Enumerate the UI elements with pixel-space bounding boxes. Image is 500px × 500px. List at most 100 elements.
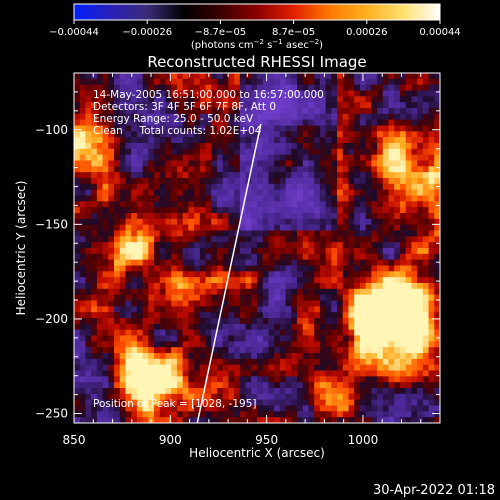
heatmap-cell xyxy=(422,364,430,372)
heatmap-cell xyxy=(262,370,270,377)
heatmap-cell xyxy=(377,73,384,80)
heatmap-cell xyxy=(377,399,384,407)
heatmap-cell xyxy=(228,393,235,401)
heatmap-cell xyxy=(411,382,418,389)
heatmap-cell xyxy=(96,137,104,144)
heatmap-cell xyxy=(79,230,87,237)
heatmap-cell xyxy=(245,259,252,267)
heatmap-cell xyxy=(251,189,258,197)
heatmap-cell xyxy=(399,178,407,185)
heatmap-cell xyxy=(102,178,109,185)
heatmap-cell xyxy=(148,288,155,296)
heatmap-cell xyxy=(285,358,292,366)
heatmap-cell xyxy=(96,178,104,185)
heatmap-cell xyxy=(199,84,207,92)
heatmap-cell xyxy=(262,84,270,92)
heatmap-cell xyxy=(131,102,138,109)
heatmap-cell xyxy=(102,329,109,337)
heatmap-cell xyxy=(268,108,275,115)
heatmap-cell xyxy=(274,253,281,261)
heatmap-cell xyxy=(142,195,149,202)
heatmap-cell xyxy=(365,73,372,80)
heatmap-cell xyxy=(382,125,390,132)
heatmap-cell xyxy=(251,201,258,208)
heatmap-cell xyxy=(434,277,440,284)
heatmap-cell xyxy=(251,341,258,348)
heatmap-cell xyxy=(394,236,401,243)
heatmap-cell xyxy=(74,125,81,132)
heatmap-cell xyxy=(131,224,138,232)
heatmap-cell xyxy=(434,253,440,261)
heatmap-cell xyxy=(388,102,395,109)
heatmap-cell xyxy=(405,207,413,214)
heatmap-cell xyxy=(422,84,430,92)
heatmap-cell xyxy=(79,178,87,185)
heatmap-cell xyxy=(377,388,384,395)
heatmap-cell xyxy=(365,90,372,97)
heatmap-cell xyxy=(251,405,258,412)
heatmap-cell xyxy=(119,265,127,272)
heatmap-cell xyxy=(417,84,424,92)
heatmap-cell xyxy=(331,353,338,360)
heatmap-cell xyxy=(234,183,241,191)
heatmap-cell xyxy=(371,213,378,220)
heatmap-cell xyxy=(205,213,212,220)
heatmap-cell xyxy=(194,137,201,144)
heatmap-cell xyxy=(325,213,332,220)
heatmap-cell xyxy=(222,399,230,407)
heatmap-cell xyxy=(371,230,378,237)
heatmap-cell xyxy=(194,189,201,197)
heatmap-cell xyxy=(85,393,92,401)
heatmap-cell xyxy=(108,364,115,372)
heatmap-cell xyxy=(222,417,230,423)
heatmap-cell xyxy=(262,306,270,313)
heatmap-cell xyxy=(234,417,241,423)
heatmap-cell xyxy=(216,183,224,191)
heatmap-cell xyxy=(348,195,355,202)
heatmap-cell xyxy=(291,265,298,272)
heatmap-cell xyxy=(274,411,281,418)
heatmap-cell xyxy=(274,347,281,354)
heatmap-cell xyxy=(245,265,252,272)
heatmap-cell xyxy=(371,84,378,92)
heatmap-cell xyxy=(314,306,321,313)
heatmap-cell xyxy=(176,347,184,354)
heatmap-cell xyxy=(291,213,298,220)
heatmap-cell xyxy=(354,102,361,109)
heatmap-cell xyxy=(279,154,287,162)
heatmap-cell xyxy=(205,230,212,237)
heatmap-cell xyxy=(262,358,270,366)
heatmap-cell xyxy=(119,376,127,383)
heatmap-cell xyxy=(165,353,172,360)
heatmap-cell xyxy=(337,96,344,103)
heatmap-cell xyxy=(182,388,189,395)
heatmap-cell xyxy=(394,108,401,115)
heatmap-cell xyxy=(405,411,413,418)
heatmap-cell xyxy=(188,183,195,191)
heatmap-cell xyxy=(291,323,298,331)
heatmap-cell xyxy=(274,195,281,202)
heatmap-cell xyxy=(165,417,172,423)
heatmap-cell xyxy=(257,253,264,261)
heatmap-cell xyxy=(222,347,230,354)
heatmap-cell xyxy=(211,312,218,319)
heatmap-cell xyxy=(291,358,298,366)
heatmap-cell xyxy=(91,411,98,418)
heatmap-cell xyxy=(422,253,430,261)
heatmap-cell xyxy=(388,411,395,418)
heatmap-cell xyxy=(342,347,350,354)
heatmap-cell xyxy=(354,353,361,360)
heatmap-cell xyxy=(228,306,235,313)
heatmap-cell xyxy=(308,189,315,197)
heatmap-cell xyxy=(274,102,281,109)
heatmap-cell xyxy=(257,73,264,80)
heatmap-cell xyxy=(159,271,167,278)
heatmap-cell xyxy=(228,78,235,86)
heatmap-cell xyxy=(399,347,407,354)
colorbar-tick-label: 0.00044 xyxy=(419,27,460,38)
heatmap-cell xyxy=(171,96,178,103)
heatmap-cell xyxy=(382,283,390,290)
heatmap-cell xyxy=(114,113,121,121)
heatmap-cell xyxy=(102,108,109,115)
heatmap-cell xyxy=(302,195,310,202)
